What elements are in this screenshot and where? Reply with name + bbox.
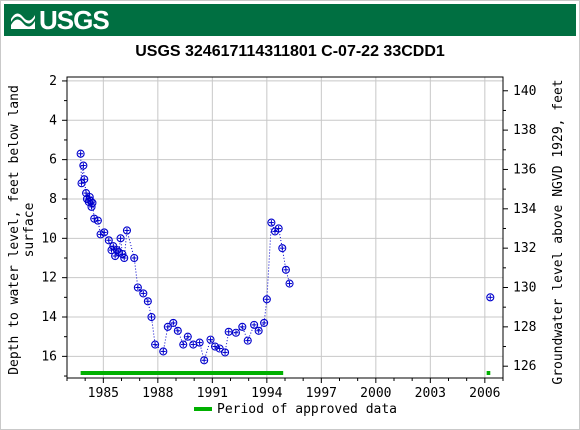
data-point <box>262 295 271 304</box>
y-right-tick-label: 134 <box>513 202 537 217</box>
chart-title: USGS 324617114311801 C-07-22 33CDD1 <box>135 43 445 60</box>
data-point <box>200 356 209 365</box>
x-tick-label: 2006 <box>469 386 500 401</box>
data-point <box>183 332 192 341</box>
y-axis-left-label-line-2: surface <box>22 202 37 257</box>
legend-label: Period of approved data <box>217 402 397 417</box>
y-right-tick-label: 130 <box>513 281 536 296</box>
y-right-tick-label: 128 <box>513 320 536 335</box>
data-point <box>100 228 109 237</box>
data-point <box>206 335 215 344</box>
usgs-logo[interactable]: USGS <box>10 4 110 35</box>
data-points <box>76 149 495 365</box>
x-tick-label: 1985 <box>88 386 119 401</box>
plot-area <box>66 76 504 379</box>
data-point <box>147 312 156 322</box>
data-point <box>179 340 188 349</box>
data-point <box>281 265 290 274</box>
y-left-tick-label: 16 <box>41 349 57 364</box>
data-point <box>159 347 168 356</box>
x-tick-label: 2003 <box>415 386 446 401</box>
data-point <box>260 318 269 327</box>
data-point <box>120 253 129 263</box>
data-point <box>215 344 224 353</box>
y-right-tick-label: 138 <box>513 123 536 138</box>
data-point <box>274 224 283 233</box>
data-point <box>80 175 89 184</box>
data-point <box>151 340 160 349</box>
x-tick-label: 1991 <box>197 386 228 401</box>
data-point <box>79 161 88 170</box>
gridlines <box>67 77 503 378</box>
usgs-header-bar: USGS <box>4 4 576 36</box>
x-tick-label: 1997 <box>306 386 337 401</box>
y-left-tick-label: 6 <box>49 153 57 168</box>
series-connector-line <box>80 153 291 363</box>
data-point <box>254 326 263 335</box>
data-point <box>133 283 142 292</box>
data-point <box>169 318 178 327</box>
data-point <box>122 226 131 235</box>
y-axis-left-label-line-1: Depth to water level, feet below land <box>7 85 22 375</box>
data-point <box>238 322 247 331</box>
x-tick-label: 2000 <box>360 386 391 401</box>
usgs-logo-text: USGS <box>39 4 110 35</box>
data-point <box>139 289 148 298</box>
data-point <box>195 338 204 347</box>
data-point <box>143 297 152 306</box>
y-axis-right-label: Groundwater level above NGVD 1929, feet <box>551 79 566 384</box>
y-right-tick-label: 140 <box>513 84 536 99</box>
data-point <box>93 216 102 225</box>
data-point <box>173 326 182 335</box>
data-point <box>104 236 113 245</box>
data-point <box>278 244 287 253</box>
y-right-tick-label: 136 <box>513 162 536 177</box>
data-point <box>130 253 139 263</box>
y-left-tick-label: 4 <box>49 113 57 128</box>
data-point <box>221 348 230 357</box>
data-point <box>285 279 294 288</box>
data-point <box>243 336 252 345</box>
y-left-tick-label: 2 <box>49 74 57 89</box>
y-right-tick-label: 132 <box>513 241 536 256</box>
data-point <box>267 218 276 227</box>
x-tick-label: 1988 <box>142 386 173 401</box>
axis-ticks: 1985 1988 1991 1994 1997 2000 2003 2006 2 4 6 8 10 12… <box>41 74 536 401</box>
data-point <box>76 149 85 158</box>
data-point <box>250 320 259 329</box>
x-tick-label: 1994 <box>251 386 282 401</box>
usgs-wave-icon <box>11 13 35 29</box>
y-left-tick-label: 12 <box>41 271 57 286</box>
y-left-tick-label: 14 <box>41 310 57 325</box>
y-left-tick-label: 10 <box>41 231 57 246</box>
data-point <box>224 327 233 336</box>
data-point <box>88 198 97 207</box>
data-point <box>163 322 172 331</box>
y-right-tick-label: 126 <box>513 359 536 374</box>
data-point <box>486 293 495 302</box>
data-point <box>231 328 240 337</box>
data-point <box>116 234 125 243</box>
y-left-tick-label: 8 <box>49 192 57 207</box>
